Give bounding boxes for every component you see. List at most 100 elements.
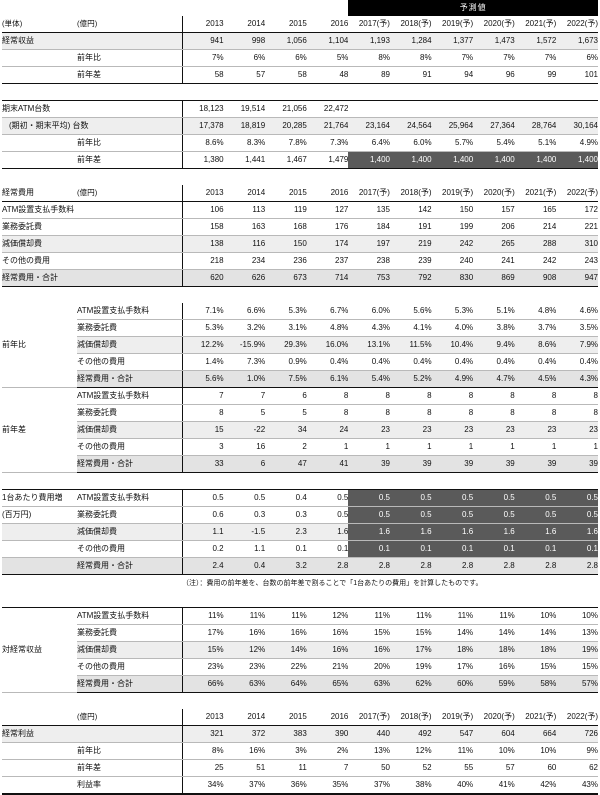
year-header-2018: 2018(予) bbox=[389, 185, 432, 202]
cell: 0.2 bbox=[181, 540, 224, 558]
row-label-atm-tesuryo: ATM設置支払手数料 bbox=[2, 201, 182, 219]
cell: 0.5 bbox=[306, 489, 349, 507]
cell: 6% bbox=[556, 49, 598, 67]
year-header-2015: 2015 bbox=[265, 185, 307, 202]
table-row: 業務委託費 17% 16% 16% 16% 15% 15% 14% 14% 14… bbox=[2, 624, 598, 642]
row-label-sonota-hiyo: その他の費用 bbox=[2, 252, 182, 270]
cell: 91 bbox=[389, 66, 432, 84]
cell: 0.1 bbox=[265, 540, 307, 558]
row-indent bbox=[2, 66, 77, 84]
cell: 8 bbox=[348, 387, 390, 405]
table-row: 前年差 ATM設置支払手数料 7 7 6 8 8 8 8 8 8 8 bbox=[2, 387, 598, 473]
cell: 19% bbox=[389, 658, 432, 676]
cell: 3.7% bbox=[514, 319, 557, 337]
table-row: 業務委託費 5.3% 3.2% 3.1% 4.8% 4.3% 4.1% 4.0%… bbox=[2, 319, 598, 337]
cell: 15% bbox=[348, 624, 390, 642]
section-spacer bbox=[2, 286, 598, 303]
year-header-row: (単体) (億円) 2013 2014 2015 2016 2017(予) 20… bbox=[2, 16, 598, 33]
cell: 10.4% bbox=[431, 336, 474, 354]
cell: 1 bbox=[306, 438, 349, 456]
cell: 15% bbox=[181, 641, 224, 659]
cell: 1.0% bbox=[223, 370, 266, 388]
cell: 440 bbox=[348, 725, 390, 743]
year-header-2013: 2013 bbox=[181, 709, 224, 726]
cell: 7.3% bbox=[223, 353, 266, 371]
cell bbox=[348, 100, 390, 118]
cell: 142 bbox=[389, 201, 432, 219]
cell: 0.1 bbox=[556, 540, 598, 558]
row-indent bbox=[2, 742, 77, 760]
cell: 492 bbox=[389, 725, 432, 743]
table-row: 減価償却費 15 -22 34 24 23 23 23 23 23 23 bbox=[2, 421, 598, 439]
cell: 5.4% bbox=[348, 370, 390, 388]
cell: 7.3% bbox=[306, 134, 349, 152]
cell: 620 bbox=[181, 269, 224, 287]
cell: 8 bbox=[306, 387, 349, 405]
cell: 127 bbox=[306, 201, 349, 219]
section-title-zennensa: 前年差 bbox=[2, 387, 77, 473]
cell: 664 bbox=[514, 725, 557, 743]
cell: 55 bbox=[431, 759, 474, 777]
section-title-tai-keijo-shueki: 対経常収益 bbox=[2, 607, 77, 693]
cell: 23% bbox=[223, 658, 266, 676]
cell: 1,479 bbox=[306, 151, 349, 169]
year-header-2021: 2021(予) bbox=[514, 16, 557, 33]
cell: 57 bbox=[223, 66, 266, 84]
cell: 5.3% bbox=[431, 303, 474, 320]
cell: 64% bbox=[265, 675, 307, 693]
cell: 14% bbox=[265, 641, 307, 659]
cell: 18% bbox=[514, 641, 557, 659]
cell: 1,572 bbox=[514, 32, 557, 50]
cell: 116 bbox=[223, 235, 266, 253]
row-label-zennenhi: 前年比 bbox=[77, 49, 182, 67]
row-label-zennensa: 前年差 bbox=[77, 66, 182, 84]
cell: 13% bbox=[556, 624, 598, 642]
cell: 2.3 bbox=[265, 523, 307, 541]
cell: 24,564 bbox=[389, 117, 432, 135]
cell: 1.6 bbox=[556, 523, 598, 541]
year-header-2020: 2020(予) bbox=[473, 185, 515, 202]
cell: 106 bbox=[181, 201, 224, 219]
table-row: 減価償却費 1.1 -1.5 2.3 1.6 1.6 1.6 1.6 1.6 1… bbox=[2, 523, 598, 541]
cell: 8 bbox=[514, 387, 557, 405]
cell: 5.6% bbox=[389, 303, 432, 320]
cell: 60 bbox=[514, 759, 557, 777]
cell: 6% bbox=[223, 49, 266, 67]
year-header-2015: 2015 bbox=[265, 709, 307, 726]
cell: 39 bbox=[431, 455, 474, 473]
cell: 8 bbox=[431, 387, 474, 405]
table-row: 業務委託費 158 163 168 176 184 191 199 206 21… bbox=[2, 218, 598, 236]
cell: 191 bbox=[389, 218, 432, 236]
cell: 2 bbox=[265, 438, 307, 456]
year-header-2015: 2015 bbox=[265, 16, 307, 33]
table-row: 経常費用・合計 2.4 0.4 3.2 2.8 2.8 2.8 2.8 2.8 … bbox=[2, 557, 598, 575]
row-label-atm-tesuryo: ATM設置支払手数料 bbox=[77, 303, 182, 320]
cell: 6.0% bbox=[348, 303, 390, 320]
cell: 1,380 bbox=[181, 151, 224, 169]
note-row: （注）：費用の前年差を、台数の前年差で割ることで「1台あたりの費用」を計算したも… bbox=[2, 575, 598, 592]
section-spacer bbox=[2, 83, 598, 100]
cell: 63% bbox=[348, 675, 390, 693]
cell bbox=[514, 100, 557, 118]
cell: 2.4 bbox=[181, 557, 224, 575]
cell: 1,441 bbox=[223, 151, 266, 169]
cell: 15 bbox=[181, 421, 224, 439]
year-header-2017: 2017(予) bbox=[348, 185, 390, 202]
cell: 172 bbox=[556, 201, 598, 219]
cell: 8 bbox=[473, 387, 515, 405]
cell: 5.3% bbox=[265, 303, 307, 320]
cell: 1,467 bbox=[265, 151, 307, 169]
cell: 947 bbox=[556, 269, 598, 287]
cell: 869 bbox=[473, 269, 515, 287]
cell: 150 bbox=[431, 201, 474, 219]
cell: 14% bbox=[473, 624, 515, 642]
row-indent bbox=[2, 557, 77, 575]
cell: 0.4% bbox=[431, 353, 474, 371]
cell: 7 bbox=[223, 387, 266, 405]
row-indent bbox=[2, 523, 77, 541]
cell: 7.5% bbox=[265, 370, 307, 388]
cell: 20,285 bbox=[265, 117, 307, 135]
year-header-2014: 2014 bbox=[223, 709, 266, 726]
cell: 2.8 bbox=[431, 557, 474, 575]
table-keijo-rieki: (億円) 2013 2014 2015 2016 2017(予) 2018(予)… bbox=[2, 709, 598, 795]
